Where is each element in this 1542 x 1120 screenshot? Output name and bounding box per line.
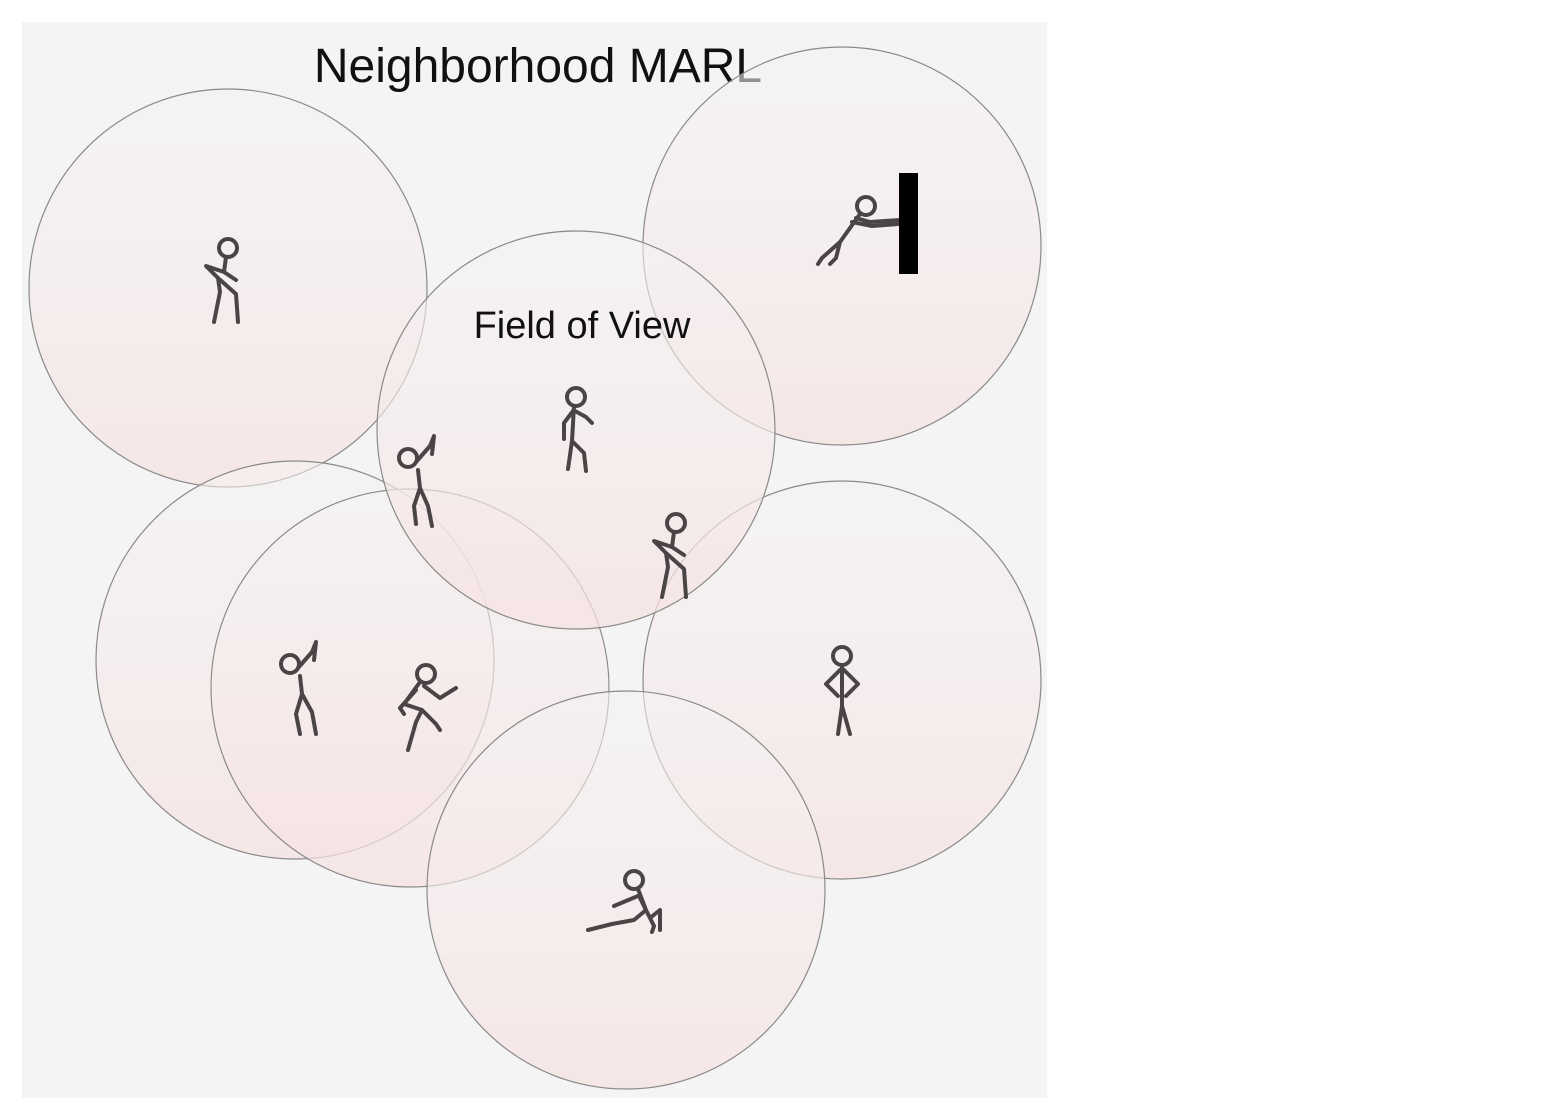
field-of-view-label: Field of View	[474, 305, 691, 347]
wall-icon	[899, 173, 918, 274]
diagram-title: Neighborhood MARL	[314, 40, 762, 93]
lower-waving-agent-icon	[279, 640, 318, 736]
pushing-agent-icon	[816, 195, 902, 266]
sitting-agent-icon	[586, 869, 662, 934]
standing-agent-icon	[824, 645, 860, 736]
center-walking-agent-icon	[652, 512, 688, 599]
walking-agent-icon	[204, 237, 240, 324]
center-thinking-agent-icon	[562, 386, 594, 473]
field-of-view-bottom	[426, 690, 826, 1090]
center-waving-agent-icon	[397, 434, 436, 528]
dancing-agent-icon	[398, 663, 458, 752]
field-of-view-center	[376, 230, 776, 630]
